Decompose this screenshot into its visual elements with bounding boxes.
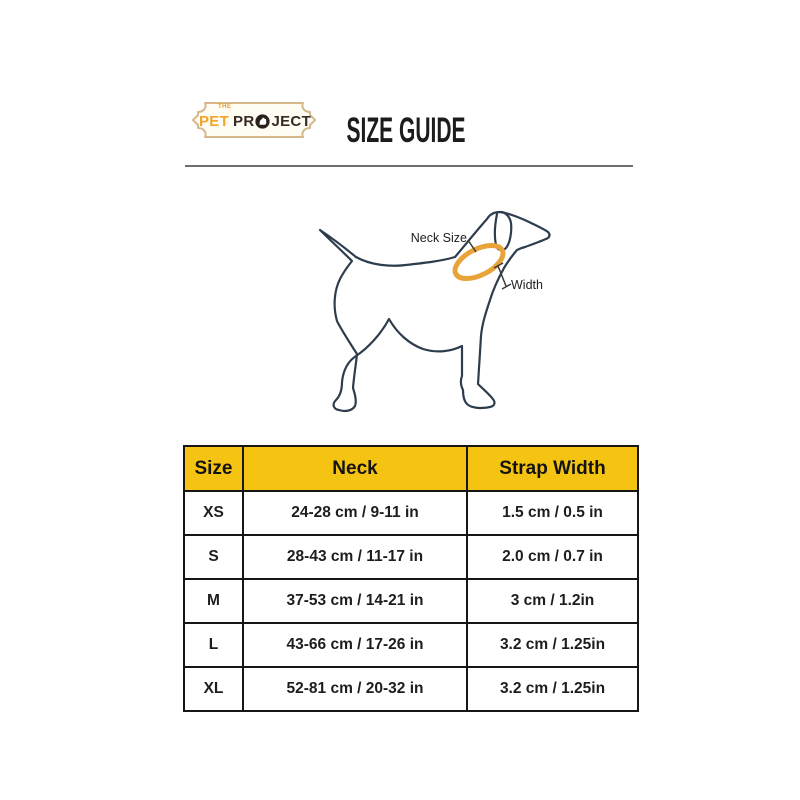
neck-cell: 24-28 cm / 9-11 in (242, 490, 468, 536)
neck-cell: 37-53 cm / 14-21 in (242, 578, 468, 624)
dog-ear (493, 210, 513, 252)
strap-cell: 3 cm / 1.2in (466, 578, 639, 624)
table-row: S 28-43 cm / 11-17 in 2.0 cm / 0.7 in (183, 534, 639, 580)
brand-logo: THE PET PR JECT (191, 98, 319, 142)
neck-size-label: Neck Size (411, 231, 467, 245)
width-bracket (493, 262, 512, 290)
dog-badge-icon (255, 114, 271, 129)
table-row: M 37-53 cm / 14-21 in 3 cm / 1.2in (183, 578, 639, 624)
logo-pet: PET (198, 113, 230, 130)
logo-the: THE (218, 104, 232, 110)
size-table: Size Neck Strap Width XS 24-28 cm / 9-11… (183, 445, 639, 712)
logo-project-ject: JECT (271, 113, 312, 130)
table-row: XS 24-28 cm / 9-11 in 1.5 cm / 0.5 in (183, 490, 639, 536)
header-divider (185, 165, 633, 167)
logo-text: THE PET PR JECT (191, 98, 319, 142)
col-header-size: Size (183, 445, 244, 492)
size-cell: M (183, 578, 244, 624)
page-title: SIZE GUIDE (346, 111, 466, 150)
collar-ring (452, 242, 506, 282)
col-header-neck: Neck (242, 445, 468, 492)
dog-outline (318, 210, 551, 413)
neck-cell: 52-81 cm / 20-32 in (242, 666, 468, 712)
strap-cell: 3.2 cm / 1.25in (466, 622, 639, 668)
logo-project: PR JECT (233, 113, 311, 130)
logo-project-pr: PR (233, 113, 255, 130)
dog-measurement-diagram: Neck Size Width (300, 200, 560, 425)
table-row: L 43-66 cm / 17-26 in 3.2 cm / 1.25in (183, 622, 639, 668)
size-cell: S (183, 534, 244, 580)
strap-cell: 1.5 cm / 0.5 in (466, 490, 639, 536)
size-cell: L (183, 622, 244, 668)
strap-cell: 3.2 cm / 1.25in (466, 666, 639, 712)
col-header-strap: Strap Width (466, 445, 639, 492)
width-label: Width (511, 278, 543, 292)
table-row: XL 52-81 cm / 20-32 in 3.2 cm / 1.25in (183, 666, 639, 712)
strap-cell: 2.0 cm / 0.7 in (466, 534, 639, 580)
size-cell: XS (183, 490, 244, 536)
neck-size-pointer-line (467, 239, 477, 253)
plaque-border-icon (192, 102, 316, 138)
neck-cell: 28-43 cm / 11-17 in (242, 534, 468, 580)
size-cell: XL (183, 666, 244, 712)
neck-cell: 43-66 cm / 17-26 in (242, 622, 468, 668)
table-header-row: Size Neck Strap Width (183, 445, 639, 492)
